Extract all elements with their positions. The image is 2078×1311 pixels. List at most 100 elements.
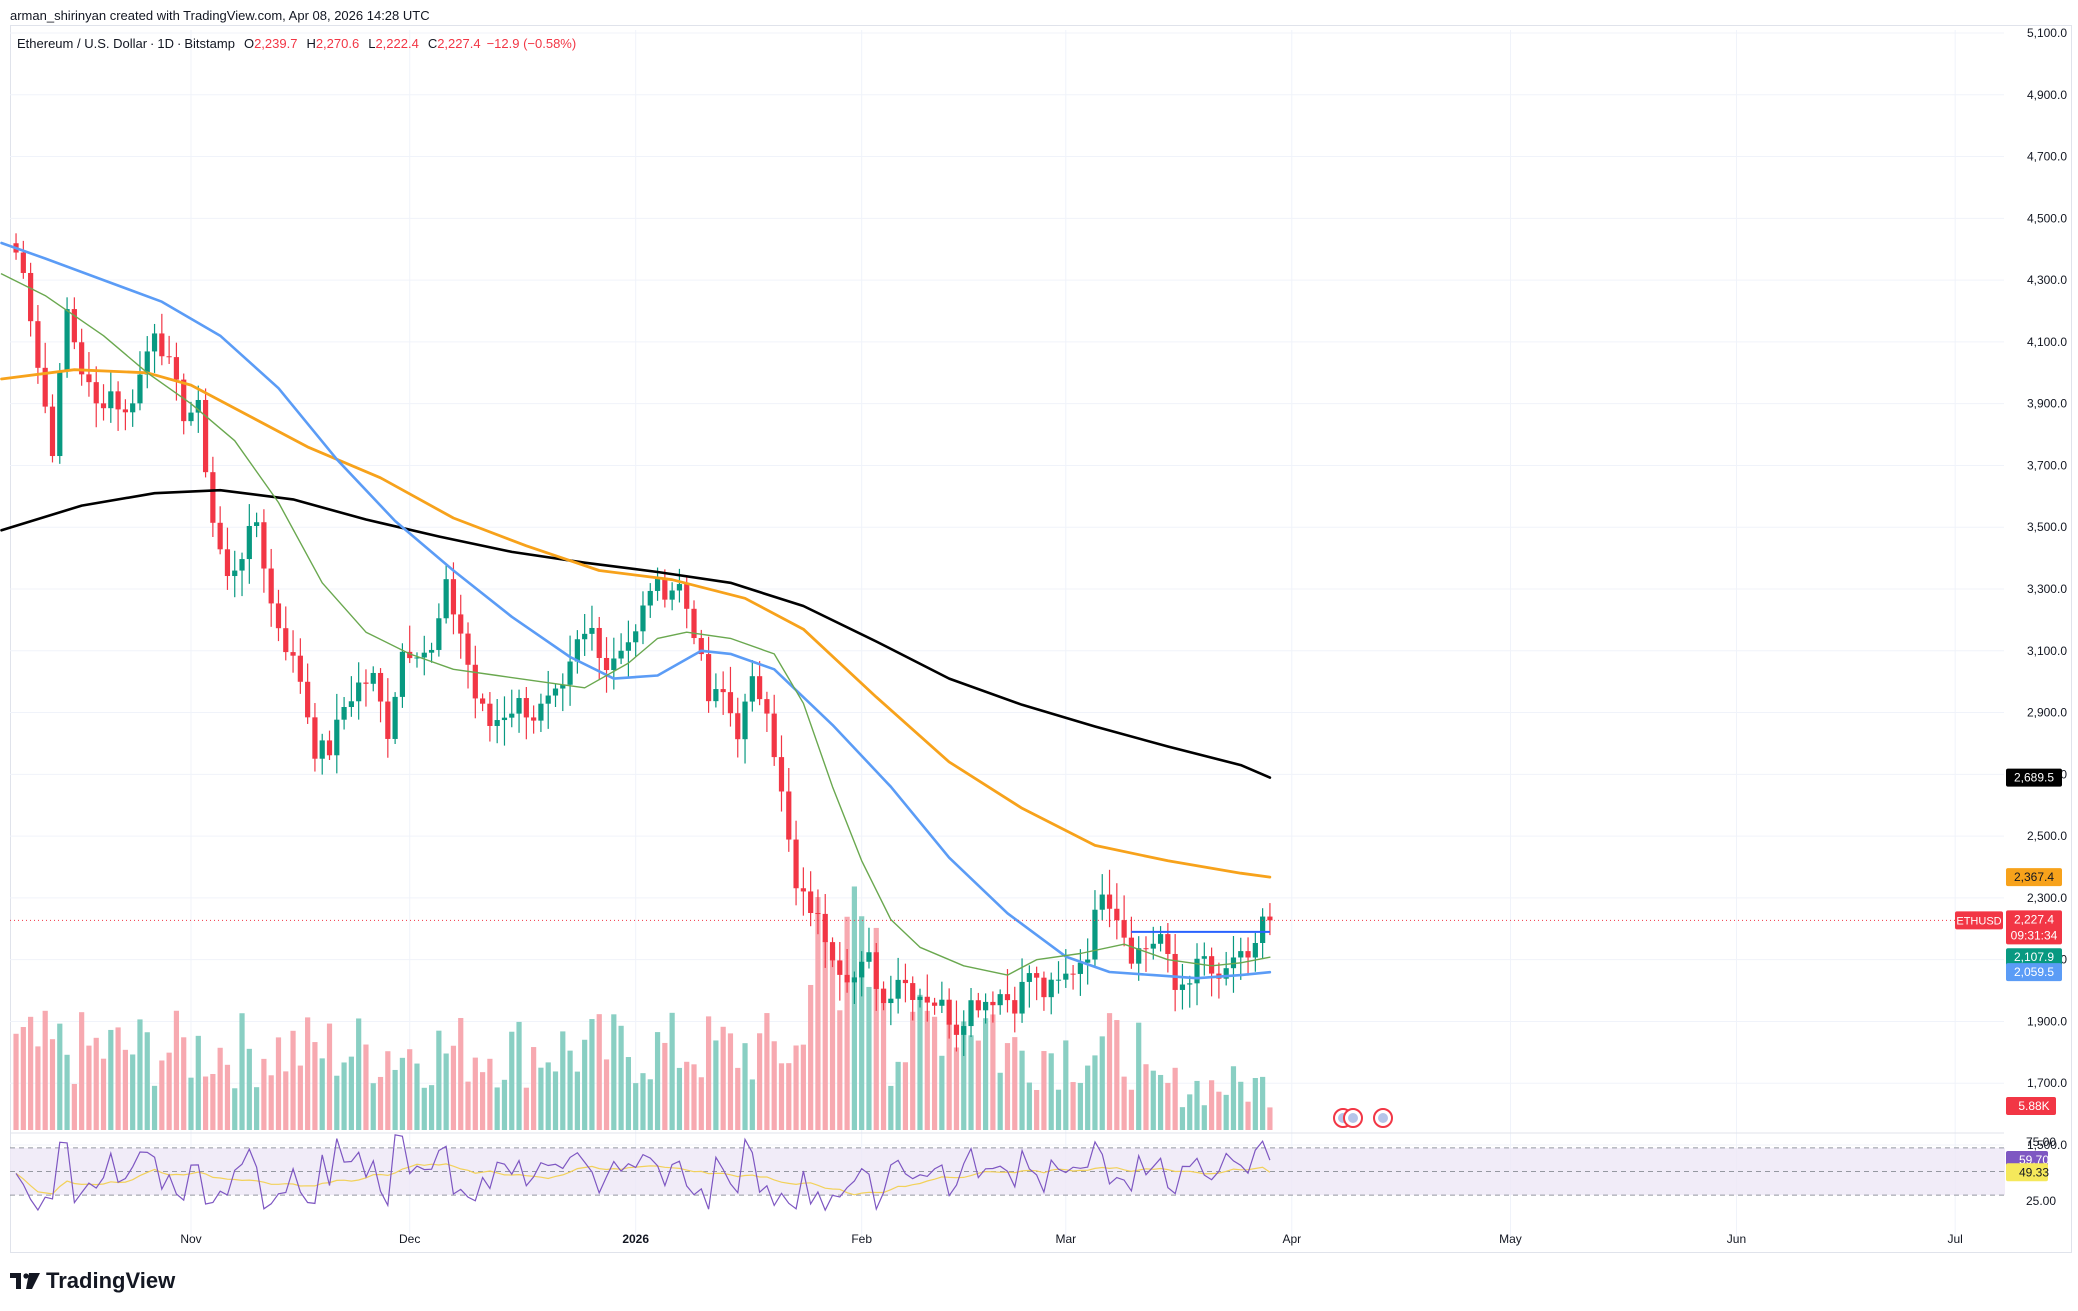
candle-body <box>1041 977 1047 998</box>
candle-body <box>727 692 734 714</box>
candle-body <box>924 996 930 1003</box>
candle-body <box>1201 956 1207 959</box>
candle-body <box>1157 934 1164 944</box>
volume-bar <box>684 1061 690 1130</box>
candle-body <box>458 614 464 634</box>
price-tag-21079-bg <box>2006 948 2062 967</box>
candle-body <box>895 979 901 999</box>
rsi-ma-tag: 49.33 <box>2019 1165 2049 1179</box>
candle-body <box>57 370 63 457</box>
economic-event-flag-icon[interactable] <box>1373 1108 1393 1128</box>
volume-bar <box>888 1085 894 1130</box>
candle-body <box>195 399 201 413</box>
candle-body <box>603 657 610 671</box>
candle-body <box>414 657 420 659</box>
candle-body <box>283 628 289 653</box>
volume-bar <box>1004 1043 1011 1130</box>
volume-bar <box>698 1077 704 1130</box>
volume-bar <box>1055 1089 1062 1130</box>
rsi-ma-tag-bg <box>2006 1163 2048 1182</box>
change-value: −12.9 (−0.58%) <box>486 36 577 51</box>
candle-body <box>392 696 398 739</box>
price-axis-label: 3,700.0 <box>2027 458 2067 472</box>
volume-bar <box>1216 1091 1222 1130</box>
volume-bar <box>1252 1078 1258 1130</box>
candle-body <box>224 549 231 577</box>
candle-body <box>305 681 311 718</box>
volume-bar <box>268 1075 274 1130</box>
candle-body <box>64 309 70 371</box>
moving-average-100 <box>0 368 1272 879</box>
tradingview-brand: TradingView <box>46 1268 176 1293</box>
volume-bar <box>254 1087 260 1130</box>
candle-body <box>1143 948 1149 950</box>
volume-bar <box>567 1050 573 1130</box>
candle-body <box>232 570 238 577</box>
time-axis-label: Jun <box>1727 1232 1746 1246</box>
volume-bar <box>1230 1066 1237 1130</box>
volume-bar <box>822 940 828 1130</box>
volume-bar <box>297 1065 303 1130</box>
volume-bar <box>596 1014 602 1130</box>
candle-body <box>596 627 602 658</box>
last-price-tag-bg <box>2006 910 2062 945</box>
candle-body <box>377 672 384 702</box>
candle-body <box>130 403 136 413</box>
candle-body <box>428 649 435 653</box>
volume-bar <box>450 1045 457 1130</box>
candle-body <box>691 608 697 639</box>
candle-body <box>421 652 427 658</box>
volume-bar <box>261 1058 267 1130</box>
price-tag-26895-bg <box>2006 768 2062 787</box>
tradingview-logo[interactable]: TradingView <box>10 1268 175 1294</box>
volume-bar <box>997 1072 1003 1130</box>
volume-bar <box>341 1062 347 1130</box>
candle-body <box>800 888 806 892</box>
candle-body <box>144 351 150 375</box>
volume-bar <box>640 1073 646 1130</box>
volume-bar <box>1267 1107 1273 1130</box>
volume-bar <box>1019 1050 1025 1130</box>
candle-body <box>151 333 158 352</box>
volume-bar <box>1143 1064 1149 1130</box>
interval-label[interactable]: 1D <box>157 36 175 51</box>
candle-body <box>100 403 107 409</box>
volume-bar <box>516 1021 522 1130</box>
candle-body <box>1238 951 1244 958</box>
candle-body <box>1267 916 1273 921</box>
candle-body <box>1223 968 1229 979</box>
candle-body <box>115 391 121 410</box>
candle-body <box>443 579 449 619</box>
candle-body <box>341 707 347 720</box>
candle-body <box>297 655 303 682</box>
candle-body <box>735 713 741 740</box>
candle-body <box>582 633 588 640</box>
candle-body <box>1165 934 1171 954</box>
candle-body <box>319 740 325 759</box>
candle-body <box>990 1001 996 1006</box>
candle-body <box>1114 908 1120 921</box>
candle-body <box>742 701 748 740</box>
candle-body <box>589 627 595 634</box>
volume-bar <box>480 1072 486 1130</box>
volume-bar <box>1150 1070 1156 1130</box>
countdown-tag: 09:31:34 <box>2011 928 2058 942</box>
candle-body <box>1150 943 1156 949</box>
symbol-name[interactable]: Ethereum / U.S. Dollar <box>17 36 148 51</box>
candle-body <box>764 699 770 714</box>
price-axis-label: 1,500.0 <box>2027 1138 2067 1152</box>
economic-event-flag-icon[interactable] <box>1343 1108 1363 1128</box>
volume-bar <box>589 1019 595 1130</box>
tradingview-logo-icon <box>10 1271 40 1291</box>
volume-bar <box>28 1016 34 1130</box>
open-label: O <box>243 36 255 51</box>
volume-bar <box>786 1063 792 1130</box>
high-value: 2,270.6 <box>315 36 360 51</box>
exchange-label: Bitstamp <box>184 36 235 51</box>
candle-body <box>961 1026 967 1035</box>
candle-body <box>42 367 48 407</box>
price-axis-label: 2,500.0 <box>2027 829 2067 843</box>
candle-body <box>829 942 836 961</box>
candle-body <box>567 661 573 685</box>
